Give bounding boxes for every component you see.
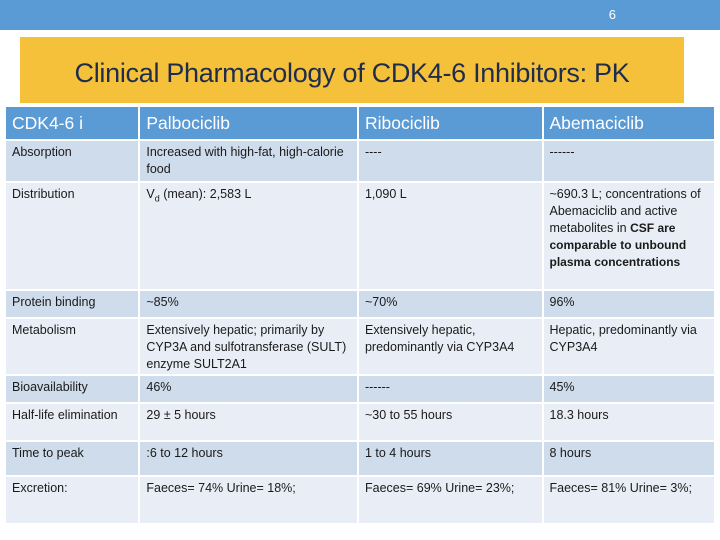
abemaciclib-cell: 45%	[543, 376, 714, 402]
abemaciclib-cell: 8 hours	[543, 442, 714, 475]
slide-title: Clinical Pharmacology of CDK4-6 Inhibito…	[74, 58, 630, 88]
table-row: Time to peak :6 to 12 hours 1 to 4 hours…	[6, 442, 714, 475]
param-cell: Absorption	[6, 141, 139, 181]
table-row: Protein binding ~85% ~70% 96%	[6, 291, 714, 317]
table-row: Metabolism Extensively hepatic; primaril…	[6, 319, 714, 374]
ribociclib-cell: ------	[358, 376, 542, 402]
header-abemaciclib: Abemaciclib	[543, 107, 714, 139]
table-row: Absorption Increased with high-fat, high…	[6, 141, 714, 181]
header-palbociclib: Palbociclib	[140, 107, 357, 139]
palbociclib-cell: Faeces= 74% Urine= 18%;	[140, 477, 357, 523]
abemaciclib-cell: Faeces= 81% Urine= 3%;	[543, 477, 714, 523]
abema-distribution-bold: CSF are comparable to unbound plasma con…	[549, 221, 687, 269]
palbociclib-cell: Extensively hepatic; primarily by CYP3A …	[140, 319, 357, 374]
table-header-row: CDK4-6 i Palbociclib Ribociclib Abemacic…	[6, 107, 714, 139]
top-bar: 6	[0, 0, 720, 30]
table-row: Bioavailability 46% ------ 45%	[6, 376, 714, 402]
param-cell: Half-life elimination	[6, 404, 139, 440]
table-row: Excretion: Faeces= 74% Urine= 18%; Faece…	[6, 477, 714, 523]
abemaciclib-cell: 18.3 hours	[543, 404, 714, 440]
abema-distribution-text: ~690.3 L; concentrations of Abemaciclib …	[549, 187, 701, 235]
ribociclib-cell: Faeces= 69% Urine= 23%;	[358, 477, 542, 523]
ribociclib-cell: ~30 to 55 hours	[358, 404, 542, 440]
param-cell: Protein binding	[6, 291, 139, 317]
vd-subscript: d	[154, 193, 160, 204]
header-cdk46i: CDK4-6 i	[6, 107, 139, 139]
palbociclib-cell: Increased with high-fat, high-calorie fo…	[140, 141, 357, 181]
slide-number: 6	[608, 7, 616, 22]
palbociclib-cell: 46%	[140, 376, 357, 402]
palbociclib-cell: Vd (mean): 2,583 L	[140, 183, 357, 289]
vd-symbol: V	[146, 187, 155, 201]
ribociclib-cell: 1,090 L	[358, 183, 542, 289]
param-cell: Bioavailability	[6, 376, 139, 402]
pk-table: CDK4-6 i Palbociclib Ribociclib Abemacic…	[4, 105, 716, 525]
ribociclib-cell: ~70%	[358, 291, 542, 317]
ribociclib-cell: ----	[358, 141, 542, 181]
param-cell: Metabolism	[6, 319, 139, 374]
abemaciclib-cell: ------	[543, 141, 714, 181]
header-ribociclib: Ribociclib	[358, 107, 542, 139]
ribociclib-cell: 1 to 4 hours	[358, 442, 542, 475]
table-row: Half-life elimination 29 ± 5 hours ~30 t…	[6, 404, 714, 440]
param-cell: Excretion:	[6, 477, 139, 523]
param-cell: Distribution	[6, 183, 139, 289]
palbociclib-cell: :6 to 12 hours	[140, 442, 357, 475]
abemaciclib-cell: 96%	[543, 291, 714, 317]
param-cell: Time to peak	[6, 442, 139, 475]
abemaciclib-cell: Hepatic, predominantly via CYP3A4	[543, 319, 714, 374]
palbociclib-cell: 29 ± 5 hours	[140, 404, 357, 440]
title-banner: Clinical Pharmacology of CDK4-6 Inhibito…	[20, 37, 684, 103]
vd-value: (mean): 2,583 L	[159, 187, 252, 201]
palbociclib-cell: ~85%	[140, 291, 357, 317]
ribociclib-cell: Extensively hepatic, predominantly via C…	[358, 319, 542, 374]
table-row: Distribution Vd (mean): 2,583 L 1,090 L …	[6, 183, 714, 289]
abemaciclib-cell: ~690.3 L; concentrations of Abemaciclib …	[543, 183, 714, 289]
